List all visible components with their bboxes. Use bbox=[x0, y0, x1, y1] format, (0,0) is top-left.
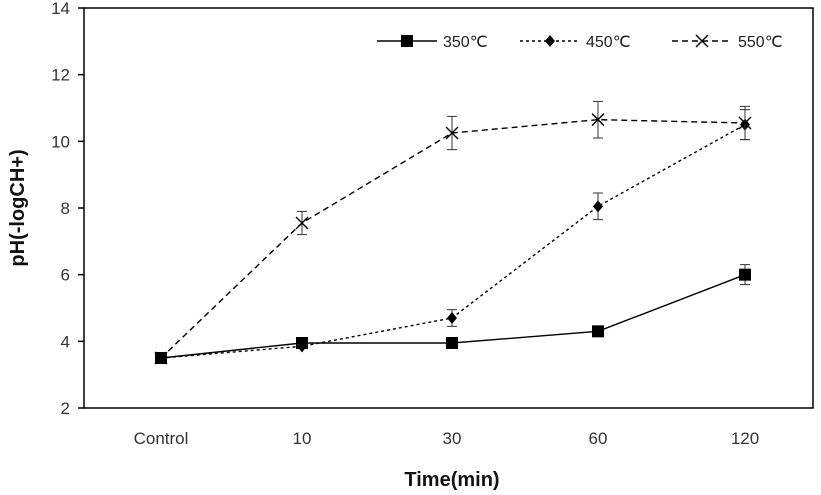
y-tick-label: 12 bbox=[51, 66, 70, 85]
legend: 350℃ 450℃ 550℃ bbox=[377, 34, 783, 51]
legend-label: 350℃ bbox=[443, 34, 488, 51]
data-point bbox=[446, 337, 458, 349]
series-line bbox=[160, 124, 746, 359]
x-tick-label: 120 bbox=[731, 429, 759, 448]
data-point bbox=[739, 268, 751, 281]
series-layer bbox=[154, 100, 752, 365]
y-tick-label: 8 bbox=[61, 199, 70, 218]
y-tick-label: 6 bbox=[61, 266, 70, 285]
y-axis-title: pH(-logCH+) bbox=[7, 149, 29, 266]
legend-item: 450℃ bbox=[520, 34, 631, 51]
legend-marker bbox=[545, 35, 555, 47]
legend-label: 450℃ bbox=[586, 34, 631, 51]
y-axis-ticks: 2 4 6 8 10 12 14 bbox=[51, 0, 84, 418]
x-axis-title: Time(min) bbox=[404, 469, 499, 491]
x-axis-ticks: Control 10 30 60 120 bbox=[134, 429, 760, 448]
y-tick-label: 10 bbox=[51, 132, 70, 151]
y-tick-label: 4 bbox=[61, 332, 70, 351]
y-tick-label: 14 bbox=[51, 0, 70, 18]
data-point bbox=[295, 216, 309, 230]
x-tick-label: 60 bbox=[589, 429, 608, 448]
data-point bbox=[445, 126, 459, 140]
x-tick-label: 10 bbox=[293, 429, 312, 448]
data-point bbox=[591, 113, 605, 127]
legend-label: 550℃ bbox=[738, 34, 783, 51]
series-3 bbox=[154, 100, 752, 365]
data-point bbox=[738, 116, 752, 130]
x-tick-label: Control bbox=[134, 429, 189, 448]
data-point bbox=[447, 312, 457, 324]
data-point bbox=[154, 351, 168, 365]
x-tick-label: 30 bbox=[443, 429, 462, 448]
y-tick-label: 2 bbox=[61, 399, 70, 418]
legend-item: 350℃ bbox=[377, 34, 488, 51]
data-point bbox=[297, 340, 307, 353]
legend-item: 550℃ bbox=[672, 34, 783, 51]
legend-marker bbox=[401, 35, 413, 47]
series-2 bbox=[156, 109, 750, 364]
legend-marker bbox=[695, 34, 709, 48]
data-point bbox=[592, 325, 604, 338]
data-point bbox=[593, 200, 603, 213]
